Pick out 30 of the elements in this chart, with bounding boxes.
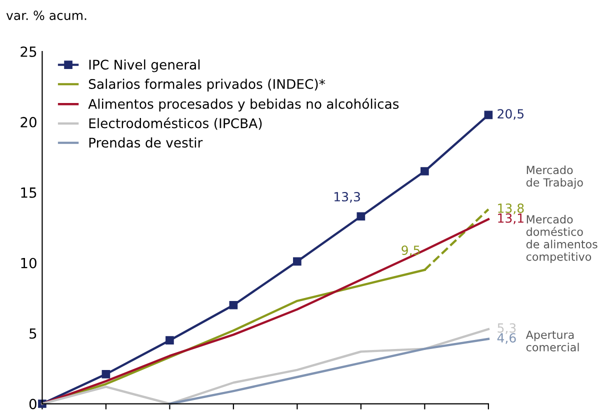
legend-label: Salarios formales privados (INDEC)* [88,78,326,92]
point [420,167,429,176]
y-tick-label: 5 [30,328,36,339]
point [484,110,493,120]
legend-label: Alimentos procesados y bebidas no alcohólicas [88,98,399,112]
data-label: 5,3 [498,323,516,334]
data-label: 4,6 [497,333,516,344]
text: Mercado de Trabajo [526,166,583,189]
point [166,336,174,345]
data-label: 13,1 [498,213,524,224]
y-tick-label: 10 [21,258,36,268]
point [356,212,366,221]
data-label: 13,8 [498,203,524,214]
data-label: 20,5 [498,109,524,120]
point [229,300,238,310]
data-label: 13,3 [334,192,360,203]
point [102,370,110,378]
y-tick-label: 15 [21,188,36,198]
point [293,257,302,266]
text: Apertura comercial [526,330,579,352]
y-axis-title: var. % acum. [6,10,86,20]
y-tick-label: 0 [29,398,36,410]
legend-label: IPC Nivel general [89,59,200,72]
y-tick-label: 20 [20,116,36,128]
y-tick-label: 25 [20,46,36,57]
legend-label: Prendas de vestir [89,137,203,148]
data-label: 9,5 [402,246,420,256]
line-series [168,338,490,405]
legend-label: Electrodomésticos (IPCBA) [89,118,262,130]
text: Mercado doméstico de alimentos competitivo [526,214,598,263]
